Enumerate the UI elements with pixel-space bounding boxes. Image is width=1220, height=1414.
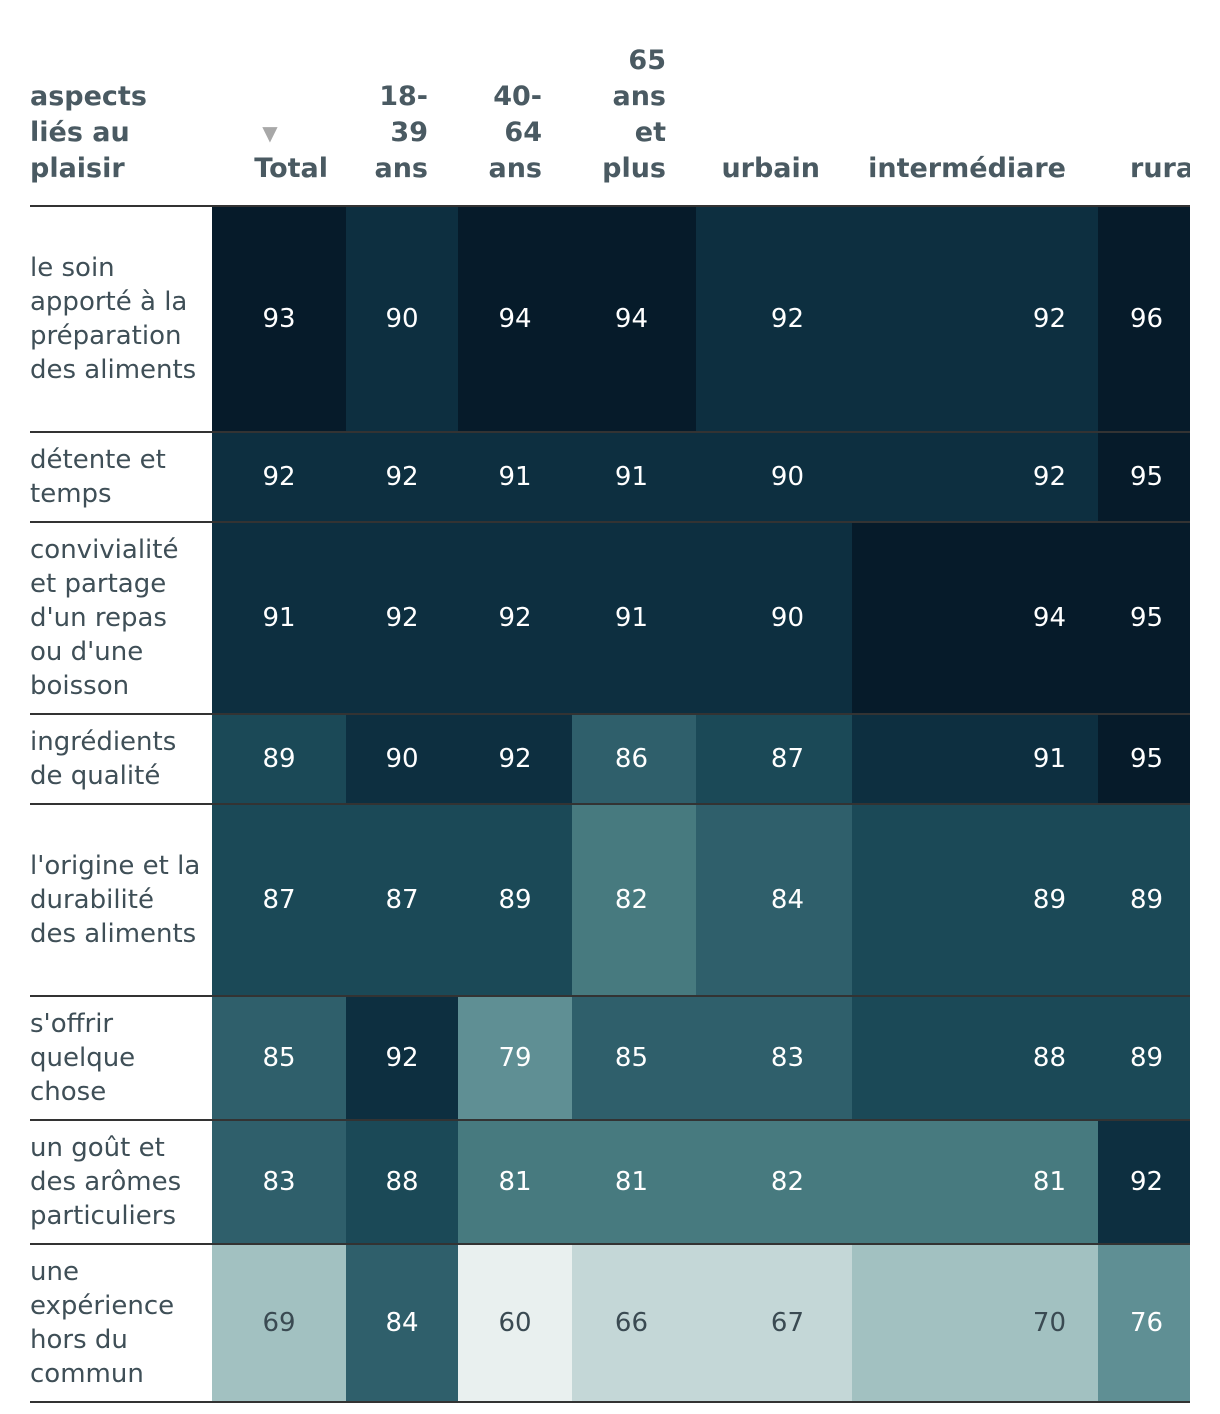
heatmap-cell: 85 [212, 996, 346, 1121]
heatmap-cell: 89 [1098, 804, 1190, 997]
heatmap-cell: 92 [346, 432, 458, 523]
row-label: l'origine et la durabilité des aliments [30, 804, 212, 997]
table-row: convivialité et partage d'un repas ou d'… [30, 522, 1190, 715]
heatmap-cell: 94 [852, 522, 1098, 715]
heatmap-cell: 90 [346, 714, 458, 805]
heatmap-cell: 95 [1098, 714, 1190, 805]
column-header-intermediaire[interactable]: intermédiare [852, 0, 1098, 207]
heatmap-cell: 90 [696, 432, 852, 523]
heatmap-cell: 94 [572, 206, 696, 433]
heatmap-cell: 88 [852, 996, 1098, 1121]
heatmap-cell: 92 [1098, 1120, 1190, 1245]
table-row: détente et temps 92 92 91 91 90 92 95 [30, 432, 1190, 523]
heatmap-cell: 85 [572, 996, 696, 1121]
heatmap-cell: 89 [458, 804, 572, 997]
row-label-header[interactable]: aspects liés au plaisir [30, 0, 212, 207]
heatmap-cell: 91 [572, 432, 696, 523]
heatmap-cell: 94 [458, 206, 572, 433]
heatmap-cell: 89 [852, 804, 1098, 997]
header-row: aspects liés au plaisir ▼ Total 18-39 an… [30, 0, 1190, 207]
heatmap-cell: 82 [696, 1120, 852, 1245]
heatmap-cell: 84 [346, 1244, 458, 1403]
heatmap-cell: 91 [572, 522, 696, 715]
heatmap-cell: 91 [852, 714, 1098, 805]
heatmap-cell: 66 [572, 1244, 696, 1403]
heatmap-cell: 79 [458, 996, 572, 1121]
row-label: détente et temps [30, 432, 212, 523]
heatmap-cell: 82 [572, 804, 696, 997]
heatmap-cell: 92 [458, 714, 572, 805]
row-label: une expérience hors du commun [30, 1244, 212, 1403]
table-row: le soin apporté à la préparation des ali… [30, 206, 1190, 433]
column-header-total[interactable]: ▼ Total [212, 0, 346, 207]
heatmap-cell: 86 [572, 714, 696, 805]
heatmap-cell: 81 [572, 1120, 696, 1245]
table-body: le soin apporté à la préparation des ali… [30, 206, 1190, 1403]
heatmap-cell: 81 [852, 1120, 1098, 1245]
heatmap-cell: 96 [1098, 206, 1190, 433]
heatmap-cell: 88 [346, 1120, 458, 1245]
heatmap-cell: 95 [1098, 522, 1190, 715]
heatmap-cell: 87 [696, 714, 852, 805]
heatmap-cell: 76 [1098, 1244, 1190, 1403]
heatmap-cell: 92 [696, 206, 852, 433]
heatmap-cell: 60 [458, 1244, 572, 1403]
table-row: un goût et des arômes particuliers 83 88 81… [30, 1120, 1190, 1245]
row-label: convivialité et partage d'un repas ou d'… [30, 522, 212, 715]
sort-down-icon: ▼ [262, 121, 278, 145]
row-label: s'offrir quelque chose [30, 996, 212, 1121]
heatmap-cell: 92 [458, 522, 572, 715]
column-header-65-plus[interactable]: 65 ans et plus [572, 0, 696, 207]
heatmap-cell: 69 [212, 1244, 346, 1403]
column-header-40-64[interactable]: 40-64 ans [458, 0, 572, 207]
column-header-label: Total [254, 153, 328, 184]
table-row: ingrédients de qualité 89 90 92 86 87 91 95 [30, 714, 1190, 805]
heatmap-cell: 83 [696, 996, 852, 1121]
heatmap-cell: 67 [696, 1244, 852, 1403]
heatmap-cell: 90 [346, 206, 458, 433]
row-label: le soin apporté à la préparation des ali… [30, 206, 212, 433]
heatmap-table-container: aspects liés au plaisir ▼ Total 18-39 an… [30, 0, 1190, 1414]
heatmap-table: aspects liés au plaisir ▼ Total 18-39 an… [30, 0, 1190, 1403]
heatmap-cell: 92 [852, 206, 1098, 433]
heatmap-cell: 83 [212, 1120, 346, 1245]
heatmap-cell: 92 [852, 432, 1098, 523]
heatmap-cell: 84 [696, 804, 852, 997]
row-label: un goût et des arômes particuliers [30, 1120, 212, 1245]
heatmap-cell: 89 [1098, 996, 1190, 1121]
heatmap-cell: 90 [696, 522, 852, 715]
heatmap-cell: 92 [346, 996, 458, 1121]
table-row: l'origine et la durabilité des aliments 8… [30, 804, 1190, 997]
heatmap-cell: 89 [212, 714, 346, 805]
table-row: s'offrir quelque chose 85 92 79 85 83 88 89 [30, 996, 1190, 1121]
column-header-urbain[interactable]: urbain [696, 0, 852, 207]
heatmap-cell: 93 [212, 206, 346, 433]
heatmap-cell: 81 [458, 1120, 572, 1245]
heatmap-cell: 87 [212, 804, 346, 997]
heatmap-cell: 92 [346, 522, 458, 715]
table-row: une expérience hors du commun 69 84 60 66 67 7… [30, 1244, 1190, 1403]
row-label: ingrédients de qualité [30, 714, 212, 805]
heatmap-cell: 70 [852, 1244, 1098, 1403]
heatmap-cell: 92 [212, 432, 346, 523]
heatmap-cell: 91 [212, 522, 346, 715]
heatmap-cell: 91 [458, 432, 572, 523]
column-header-18-39[interactable]: 18-39 ans [346, 0, 458, 207]
heatmap-cell: 87 [346, 804, 458, 997]
heatmap-cell: 95 [1098, 432, 1190, 523]
